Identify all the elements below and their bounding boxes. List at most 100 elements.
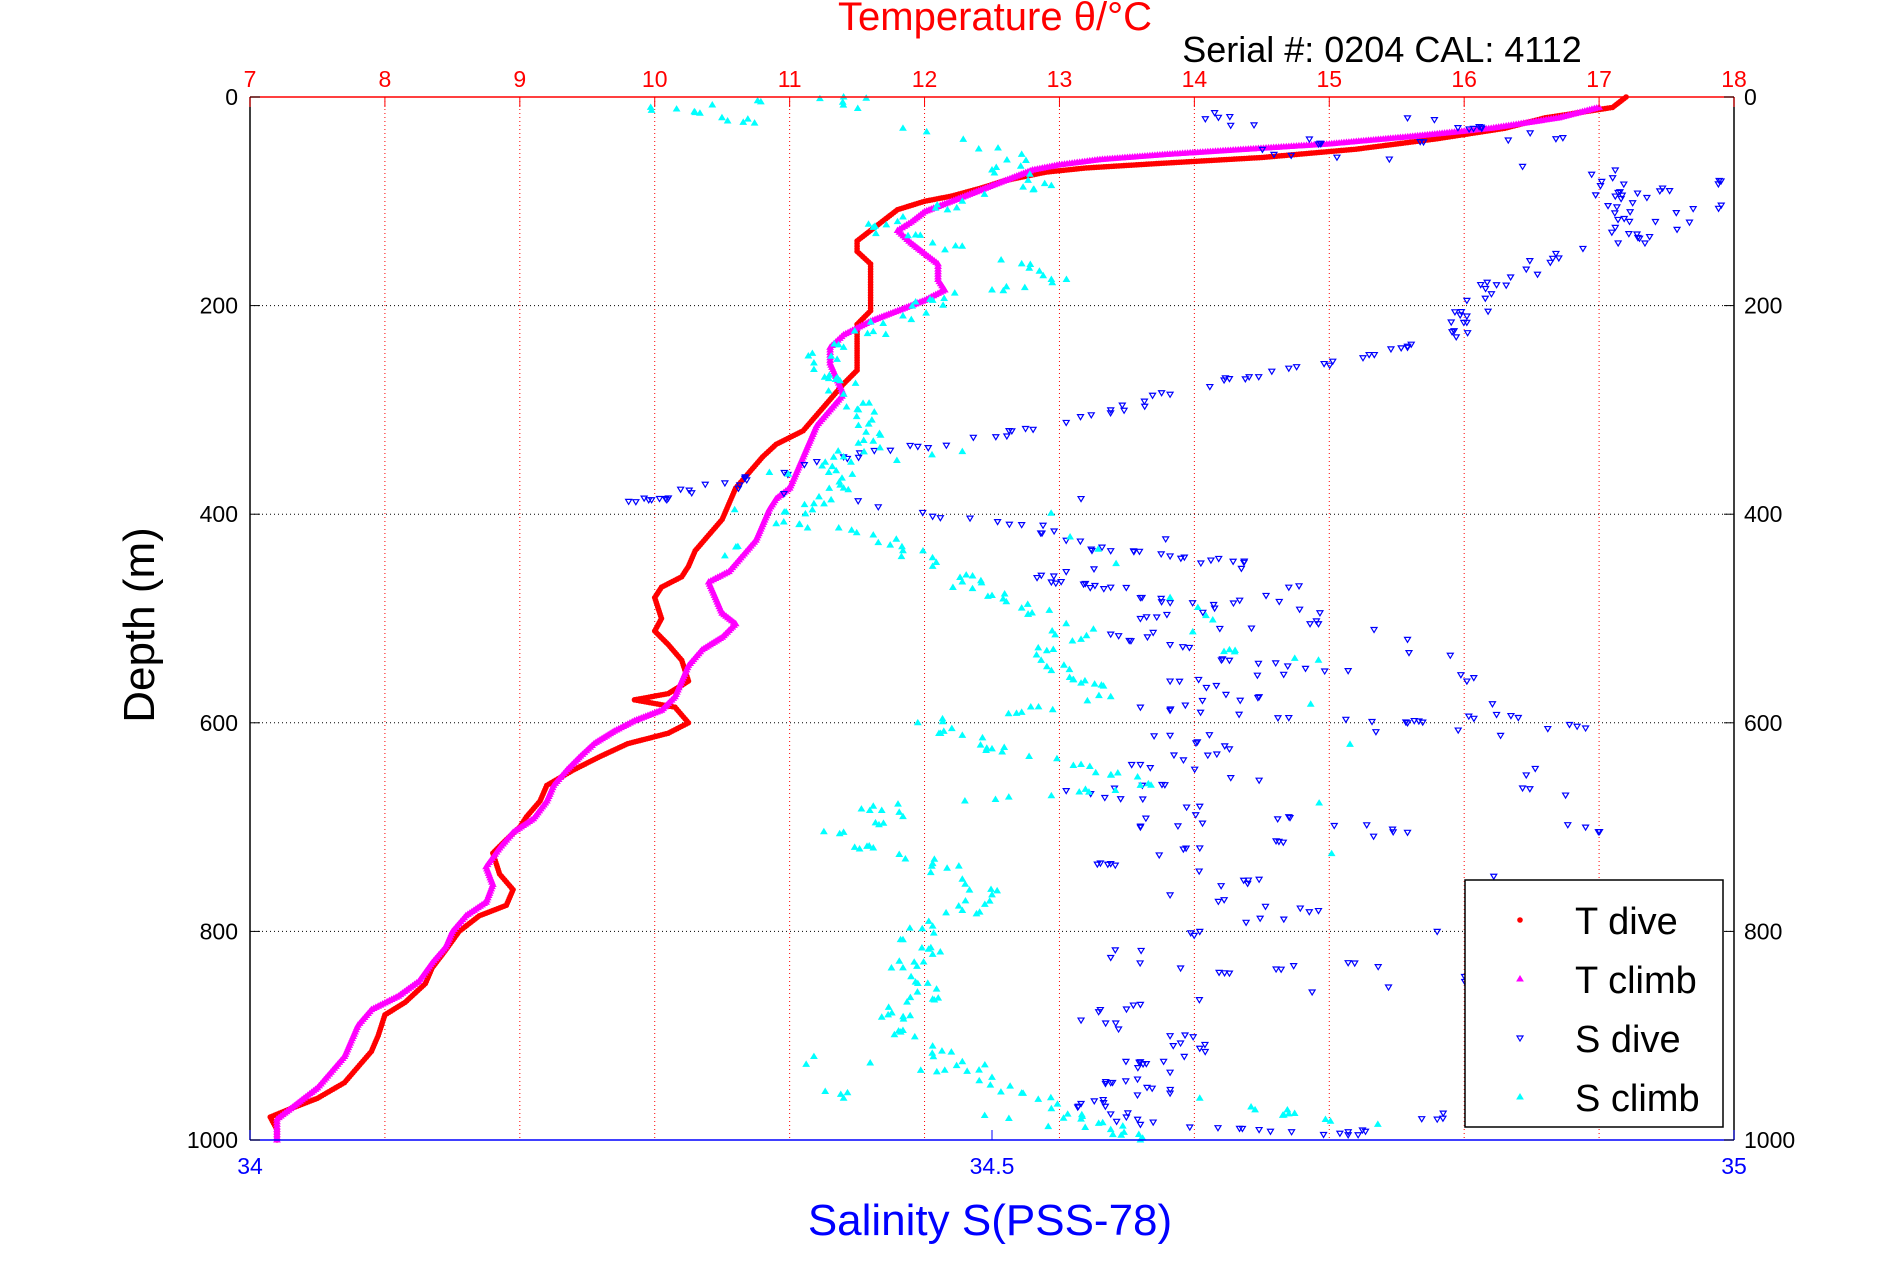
data-point — [1114, 633, 1123, 640]
data-point — [930, 855, 939, 862]
data-point — [1062, 787, 1071, 795]
data-point — [1134, 1130, 1143, 1137]
data-point — [988, 744, 996, 752]
data-point — [1285, 815, 1295, 822]
data-point — [1253, 672, 1262, 680]
data-point — [835, 829, 844, 837]
data-point — [1195, 845, 1204, 853]
y-right-tick-label: 400 — [1744, 501, 1782, 527]
data-point — [1464, 713, 1473, 721]
data-point — [1024, 176, 1032, 183]
data-point — [931, 204, 940, 211]
data-point — [1186, 930, 1195, 937]
data-point — [664, 495, 673, 503]
data-point — [1065, 673, 1074, 680]
data-point — [718, 113, 726, 121]
data-point — [1101, 1080, 1110, 1088]
data-point — [1685, 219, 1694, 227]
data-point — [958, 197, 967, 204]
data-point — [1254, 374, 1263, 381]
data-point — [810, 365, 818, 373]
data-point — [1028, 609, 1036, 616]
data-point — [1106, 954, 1115, 962]
data-point — [801, 509, 810, 517]
data-point — [1229, 600, 1238, 608]
data-point — [1101, 1020, 1110, 1028]
data-point — [958, 731, 967, 738]
data-point — [1122, 584, 1131, 592]
data-point — [1074, 1103, 1083, 1111]
data-point — [916, 1066, 925, 1073]
data-point — [1166, 1033, 1175, 1040]
data-point — [843, 1088, 852, 1096]
data-point — [1284, 365, 1293, 373]
data-point — [932, 558, 941, 565]
data-point — [850, 843, 859, 850]
data-point — [742, 477, 751, 485]
y-left-tick-label: 0 — [225, 84, 238, 110]
data-point — [1714, 181, 1723, 189]
data-point — [1076, 1017, 1086, 1025]
data-point — [1255, 876, 1264, 884]
x-top-tick-label: 17 — [1586, 66, 1612, 92]
data-point — [1188, 627, 1197, 635]
data-point — [1214, 114, 1223, 122]
data-point — [1057, 578, 1066, 586]
data-point — [1045, 606, 1054, 613]
data-point — [1462, 313, 1471, 321]
data-point — [1239, 877, 1248, 885]
data-point — [1314, 656, 1323, 663]
data-point — [1403, 343, 1412, 351]
data-point — [1225, 645, 1234, 653]
y-left-tick-label: 800 — [200, 918, 238, 944]
data-point — [876, 443, 884, 451]
data-point — [1450, 309, 1459, 316]
data-point — [975, 1066, 983, 1073]
data-point — [972, 909, 981, 917]
data-point — [1148, 1085, 1157, 1093]
data-point — [1133, 1065, 1142, 1072]
data-point — [1162, 611, 1171, 619]
data-point — [1076, 538, 1085, 546]
data-point — [1306, 700, 1315, 707]
data-point — [1453, 125, 1463, 132]
data-point — [1065, 665, 1074, 673]
data-point — [1040, 179, 1049, 187]
y-left-tick-label: 1000 — [187, 1127, 238, 1153]
data-point — [1522, 266, 1531, 274]
data-point — [1328, 358, 1337, 366]
data-point — [1215, 969, 1224, 977]
data-point — [1129, 548, 1138, 556]
data-point — [1522, 772, 1531, 780]
data-point — [1640, 240, 1650, 248]
data-point — [959, 135, 968, 142]
data-point — [859, 399, 867, 406]
data-point — [1289, 963, 1298, 970]
data-point — [1149, 629, 1158, 637]
data-point — [1325, 362, 1334, 370]
data-point — [1160, 782, 1169, 789]
data-point — [1159, 1058, 1168, 1066]
data-point — [808, 505, 817, 513]
data-point — [1176, 555, 1185, 563]
data-point — [907, 315, 916, 323]
data-point — [1106, 631, 1115, 639]
data-point — [1000, 590, 1009, 597]
data-point — [1047, 1104, 1056, 1112]
data-point — [1113, 769, 1122, 776]
data-point — [1017, 259, 1026, 267]
data-point — [919, 958, 928, 965]
data-point — [1030, 185, 1038, 192]
data-point — [821, 458, 830, 465]
data-point — [862, 428, 870, 435]
data-point — [1181, 702, 1190, 710]
data-point — [825, 484, 834, 491]
data-point — [800, 500, 809, 508]
data-point — [816, 94, 824, 102]
data-point — [864, 220, 873, 227]
data-point — [1243, 880, 1252, 888]
data-point — [1076, 414, 1085, 421]
data-point — [1051, 630, 1060, 638]
data-point — [1020, 283, 1029, 291]
data-point — [1180, 554, 1189, 562]
